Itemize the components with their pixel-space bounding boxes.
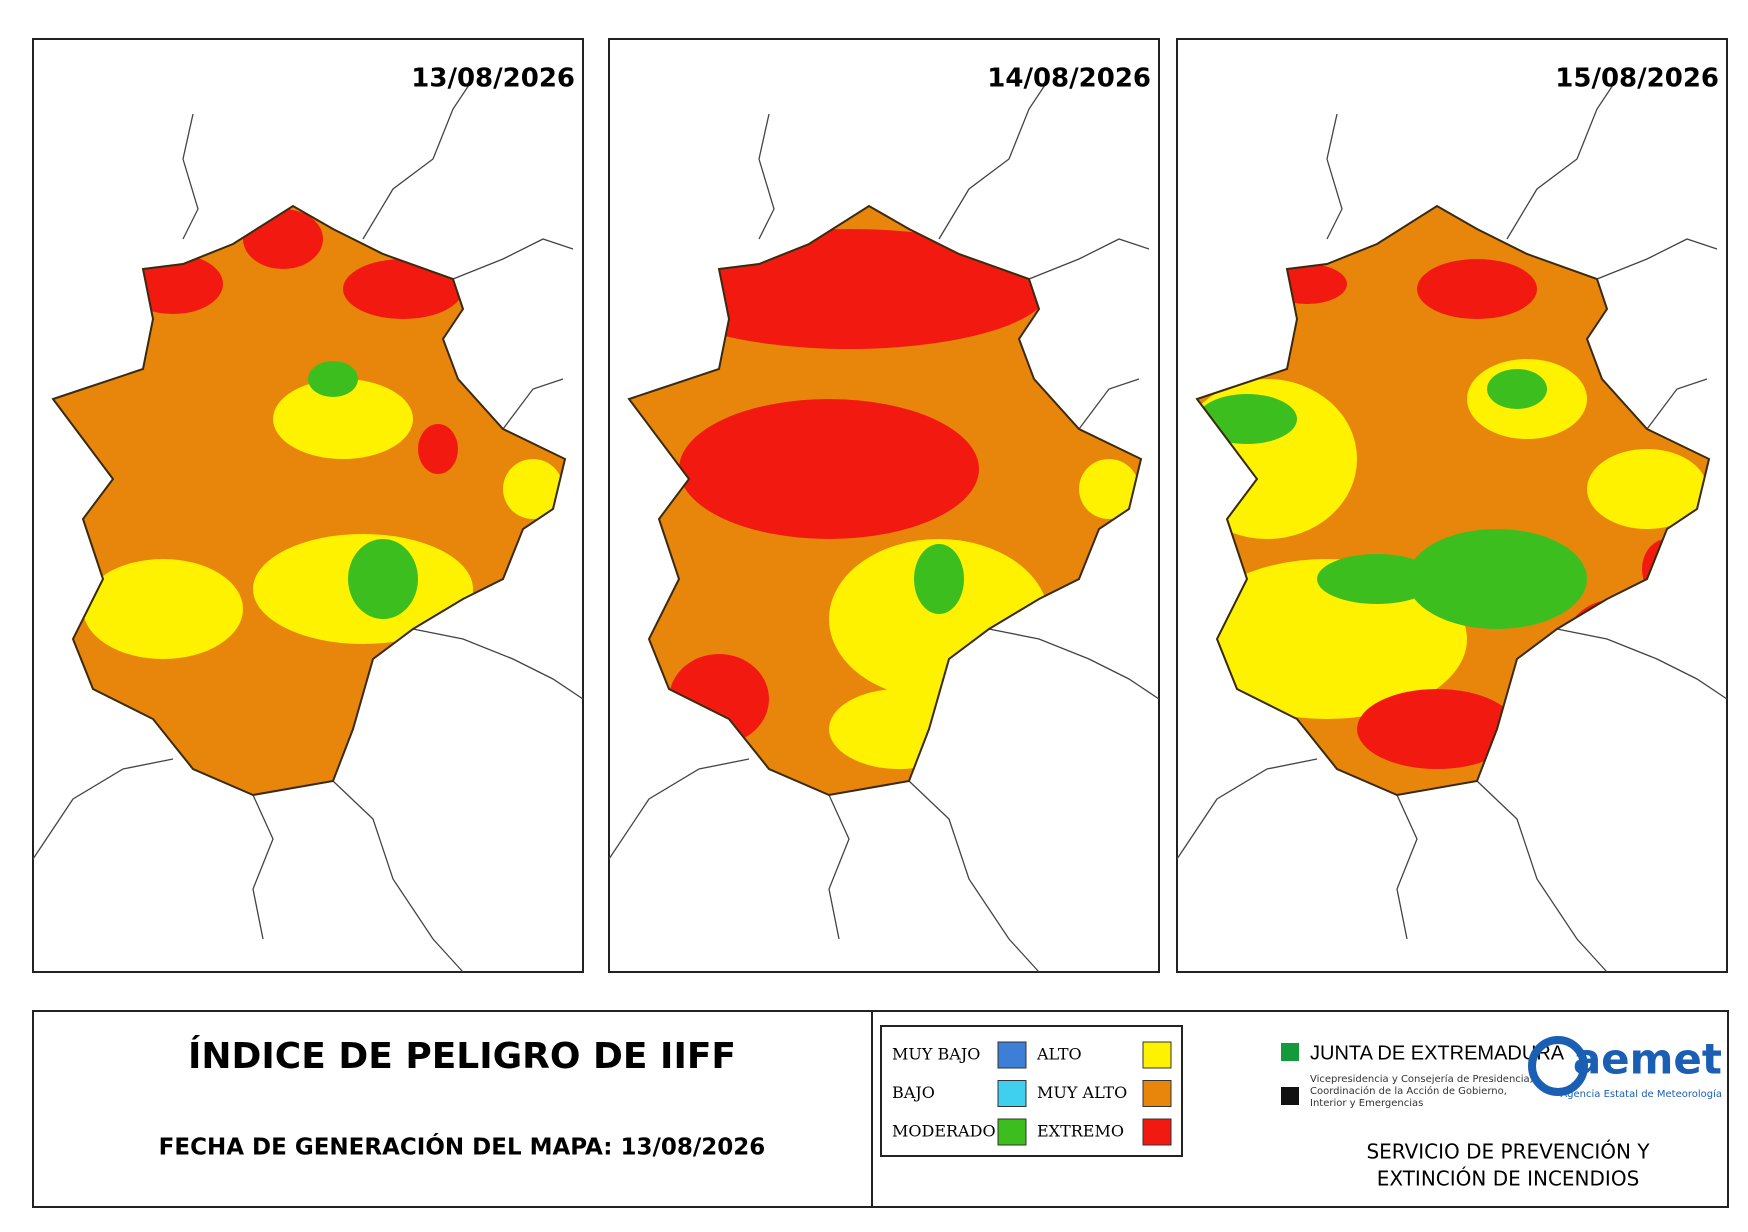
legend-swatch xyxy=(1142,1041,1172,1069)
junta-mark xyxy=(1281,1043,1299,1061)
aemet-name: aemet xyxy=(1573,1035,1722,1084)
junta-sub: Vicepresidencia y Consejería de Presiden… xyxy=(1310,1073,1533,1085)
legend-label: EXTREMO xyxy=(1037,1122,1124,1141)
map-date: 15/08/2026 xyxy=(1555,64,1719,94)
legend-label: BAJO xyxy=(892,1083,935,1102)
junta-mark xyxy=(1281,1087,1299,1105)
legend-swatch xyxy=(997,1080,1027,1107)
generation-date: FECHA DE GENERACIÓN DEL MAPA: 13/08/2026 xyxy=(159,1133,766,1161)
junta-name: JUNTA DE EXTREMADURA xyxy=(1310,1042,1565,1064)
legend-swatch xyxy=(1142,1080,1172,1107)
service-line: SERVICIO DE PREVENCIÓN Y xyxy=(1366,1140,1650,1164)
junta-sub: Interior y Emergencias xyxy=(1310,1098,1423,1109)
footer-title: ÍNDICE DE PELIGRO DE IIFF xyxy=(188,1035,736,1077)
legend-label: MODERADO xyxy=(892,1122,996,1141)
service-line: EXTINCIÓN DE INCENDIOS xyxy=(1377,1167,1640,1191)
legend-label: MUY ALTO xyxy=(1037,1083,1127,1102)
legend-swatch xyxy=(997,1041,1027,1069)
map-date: 13/08/2026 xyxy=(411,64,575,94)
legend: MUY BAJO ALTO BAJO MUY ALTO MODERADO EXTREMO xyxy=(892,1041,1172,1146)
legend-label: ALTO xyxy=(1036,1045,1082,1064)
map-panel: 14/08/2026 xyxy=(608,38,1160,973)
legend-swatch xyxy=(1142,1118,1172,1146)
aemet-symbol xyxy=(1528,1036,1588,1096)
danger-map xyxy=(629,206,1141,795)
map-panel: 13/08/2026 xyxy=(32,38,584,973)
junta-sub: Coordinación de la Acción de Gobierno, xyxy=(1310,1085,1507,1097)
danger-map xyxy=(53,206,565,795)
map-date: 14/08/2026 xyxy=(987,64,1151,94)
map-panel: 15/08/2026 xyxy=(1176,38,1728,973)
aemet-sub: Agencia Estatal de Meteorología xyxy=(1560,1088,1722,1100)
legend-label: MUY BAJO xyxy=(892,1045,980,1064)
legend-frame xyxy=(880,1025,1183,1157)
legend-swatch xyxy=(997,1118,1027,1146)
